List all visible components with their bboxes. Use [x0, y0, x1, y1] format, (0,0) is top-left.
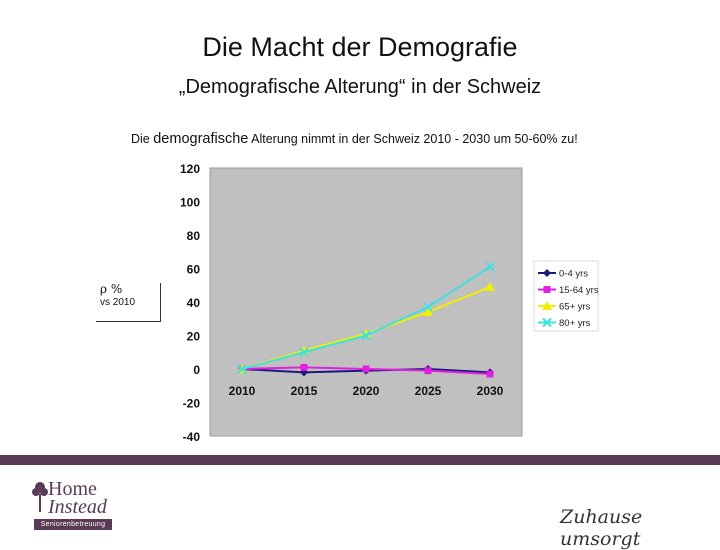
data-point [237, 364, 247, 374]
data-point [424, 367, 432, 375]
page-title: Die Macht der Demografie [202, 32, 518, 62]
y-tick-label: 80 [187, 229, 201, 243]
y-axis-symbol: ρ % [100, 282, 123, 296]
x-tick-label: 2020 [353, 384, 380, 398]
y-tick-label: 0 [193, 363, 200, 377]
page-subtitle: „Demografische Alterung“ in der Schweiz [178, 76, 542, 98]
y-tick-label: 60 [187, 263, 201, 277]
footer-slogan: Zuhause umsorgt [560, 506, 643, 550]
data-point [485, 262, 495, 272]
data-point [485, 281, 495, 291]
x-tick-label: 2025 [415, 384, 442, 398]
y-tick-label: 120 [180, 162, 200, 176]
data-point [543, 286, 551, 293]
legend-label: 15-64 yrs [559, 285, 599, 296]
description-part-3: Alterung nimmt in der Schweiz 2010 - 203… [248, 132, 578, 146]
y-axis-label: vs 2010 [100, 297, 136, 308]
data-point [299, 347, 309, 357]
x-tick-label: 2010 [229, 384, 256, 398]
description-part-2: demografische [153, 131, 249, 147]
logo-tagline: Seniorenbetreuung [34, 519, 112, 530]
legend-label: 65+ yrs [559, 302, 591, 313]
data-point [423, 307, 433, 317]
legend-label: 0-4 yrs [559, 269, 588, 280]
data-point [486, 370, 494, 378]
data-point [361, 330, 371, 341]
y-tick-label: 100 [180, 196, 200, 210]
data-point [423, 302, 433, 312]
chart-description: Die demografische Alterung nimmt in der … [131, 132, 631, 147]
description-part-1: Die [131, 132, 154, 146]
logo-text-home: Home [48, 478, 97, 500]
home-instead-logo: Home Instead Seniorenbetreuung [30, 478, 112, 532]
y-axis-label-box: ρ % vs 2010 [96, 283, 161, 322]
x-tick-label: 2030 [477, 384, 504, 398]
logo-tree-icon [32, 482, 48, 512]
data-point [542, 317, 552, 328]
data-point [542, 301, 552, 310]
y-tick-label: 40 [187, 296, 201, 310]
plot-area [209, 167, 523, 437]
x-tick-label: 2015 [291, 384, 318, 398]
footer-band [0, 455, 720, 465]
y-tick-label: -40 [183, 430, 201, 444]
y-tick-label: 20 [187, 330, 201, 344]
legend-label: 80+ yrs [559, 318, 591, 329]
data-point [543, 269, 551, 277]
data-point [300, 363, 308, 371]
data-point [362, 365, 370, 373]
y-tick-label: -20 [183, 397, 201, 411]
logo-text-instead: Instead [48, 496, 107, 518]
